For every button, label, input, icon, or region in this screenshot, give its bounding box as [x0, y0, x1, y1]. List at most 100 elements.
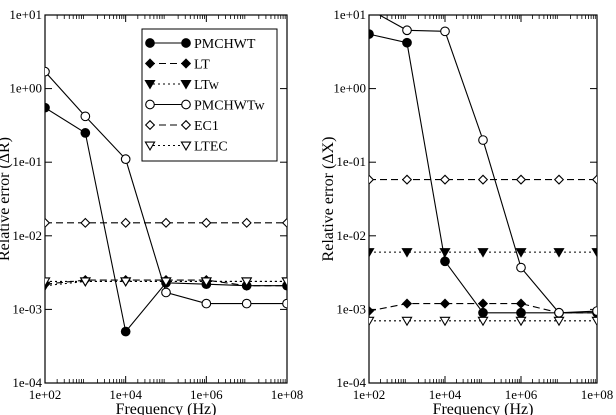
- data-point: [241, 277, 253, 287]
- series-group: [369, 15, 597, 327]
- legend-marker: [144, 141, 156, 151]
- data-point: [241, 217, 252, 228]
- x-tick-label: 1e+04: [429, 387, 462, 402]
- y-tick-label: 1e-04: [12, 375, 42, 390]
- data-point: [120, 326, 131, 337]
- data-point: [553, 248, 565, 258]
- data-point: [402, 37, 412, 48]
- series-line-series-1: [369, 33, 597, 314]
- data-point: [478, 135, 488, 145]
- x-tick-label: 1e+02: [29, 387, 62, 402]
- data-point: [161, 287, 171, 298]
- data-point: [201, 217, 212, 228]
- x-tick-label: 1e+04: [109, 387, 142, 402]
- legend-marker: [180, 80, 192, 90]
- legend-marker: [145, 99, 155, 110]
- x-tick-label: 1e+02: [353, 387, 386, 402]
- y-tick-label: 1e-02: [12, 228, 42, 243]
- data-point: [120, 154, 131, 165]
- legend-marker: [181, 38, 191, 48]
- y-tick-label: 1e+01: [333, 7, 366, 22]
- data-point: [401, 298, 413, 309]
- data-point: [553, 316, 565, 327]
- data-point: [440, 256, 450, 267]
- data-point: [515, 248, 527, 258]
- data-point: [201, 298, 212, 309]
- data-point: [477, 174, 489, 185]
- data-point: [79, 277, 91, 287]
- data-point: [120, 217, 131, 228]
- data-point: [477, 248, 489, 258]
- data-point: [439, 298, 451, 309]
- legend-marker: [180, 58, 192, 69]
- legend-box: [141, 28, 278, 162]
- y-tick-label: 1e-03: [12, 301, 42, 316]
- data-point: [369, 316, 375, 327]
- data-point: [515, 298, 527, 309]
- y-tick-label: 1e+00: [333, 81, 366, 96]
- legend-marker: [144, 119, 156, 131]
- y-tick-label: 1e+00: [9, 81, 42, 96]
- chart-left-resistance-error: 1e+02 1e+04 1e+06 1e+08 1e-04 1e-03 1e-02 1e-01…: [0, 7, 303, 415]
- data-point: [477, 298, 489, 309]
- data-point: [45, 217, 51, 228]
- series-line-series-4: [378, 15, 597, 314]
- data-point: [591, 248, 597, 258]
- data-point: [160, 277, 172, 287]
- data-point: [401, 316, 413, 327]
- data-point: [45, 277, 51, 287]
- data-point: [439, 316, 451, 327]
- y-tick-label: 1e-03: [336, 301, 366, 316]
- data-point: [369, 174, 375, 185]
- data-point: [80, 111, 91, 122]
- y-tick-label: 1e-01: [12, 154, 42, 169]
- data-point: [591, 174, 597, 185]
- data-point: [160, 217, 172, 228]
- data-point: [553, 174, 565, 185]
- y-tick-label: 1e-02: [336, 228, 366, 243]
- legend-marker: [180, 119, 192, 131]
- x-tick-label: 1e+08: [271, 387, 304, 402]
- x-tick-label: 1e+06: [190, 387, 223, 402]
- y-axis-label: Relative error (ΔR): [0, 137, 13, 261]
- data-point: [592, 306, 597, 316]
- x-tick-label: 1e+06: [505, 387, 538, 402]
- data-point: [402, 25, 412, 36]
- data-point: [282, 298, 287, 309]
- data-point: [45, 66, 50, 77]
- data-point: [45, 102, 50, 113]
- data-point: [120, 277, 132, 287]
- y-tick-label: 1e-04: [336, 375, 366, 390]
- series-group: [45, 66, 287, 337]
- plot-frame: [368, 14, 598, 384]
- legend-label: PMCHWT: [194, 37, 256, 52]
- y-axis-label: Relative error (ΔX): [320, 137, 337, 262]
- legend-label: LT: [194, 58, 210, 73]
- x-axis-label: Frequency (Hz): [116, 401, 217, 415]
- legend-label: LTw: [194, 78, 220, 93]
- data-point: [515, 174, 527, 185]
- data-point: [281, 277, 287, 287]
- legend-label: EC1: [194, 119, 219, 134]
- data-point: [200, 277, 212, 287]
- data-point: [80, 217, 91, 228]
- legend-marker: [144, 58, 156, 69]
- plot-frame: [44, 14, 288, 384]
- x-axis-label: Frequency (Hz): [433, 401, 534, 415]
- data-point: [591, 316, 597, 327]
- legend-marker: [144, 80, 156, 90]
- data-point: [554, 307, 564, 318]
- legend-marker: [181, 99, 191, 110]
- data-point: [477, 316, 489, 327]
- x-tick-label: 1e+08: [581, 387, 614, 402]
- data-point: [401, 248, 413, 258]
- data-point: [281, 217, 287, 228]
- legend-marker: [145, 38, 155, 48]
- data-point: [369, 305, 375, 317]
- data-point: [515, 316, 527, 327]
- data-point: [516, 307, 526, 318]
- data-point: [478, 307, 488, 318]
- data-point: [439, 248, 451, 258]
- chart-right-reactance-error: 1e+02 1e+04 1e+06 1e+08 1e-04 1e-03 1e-02 1e-01…: [320, 7, 614, 415]
